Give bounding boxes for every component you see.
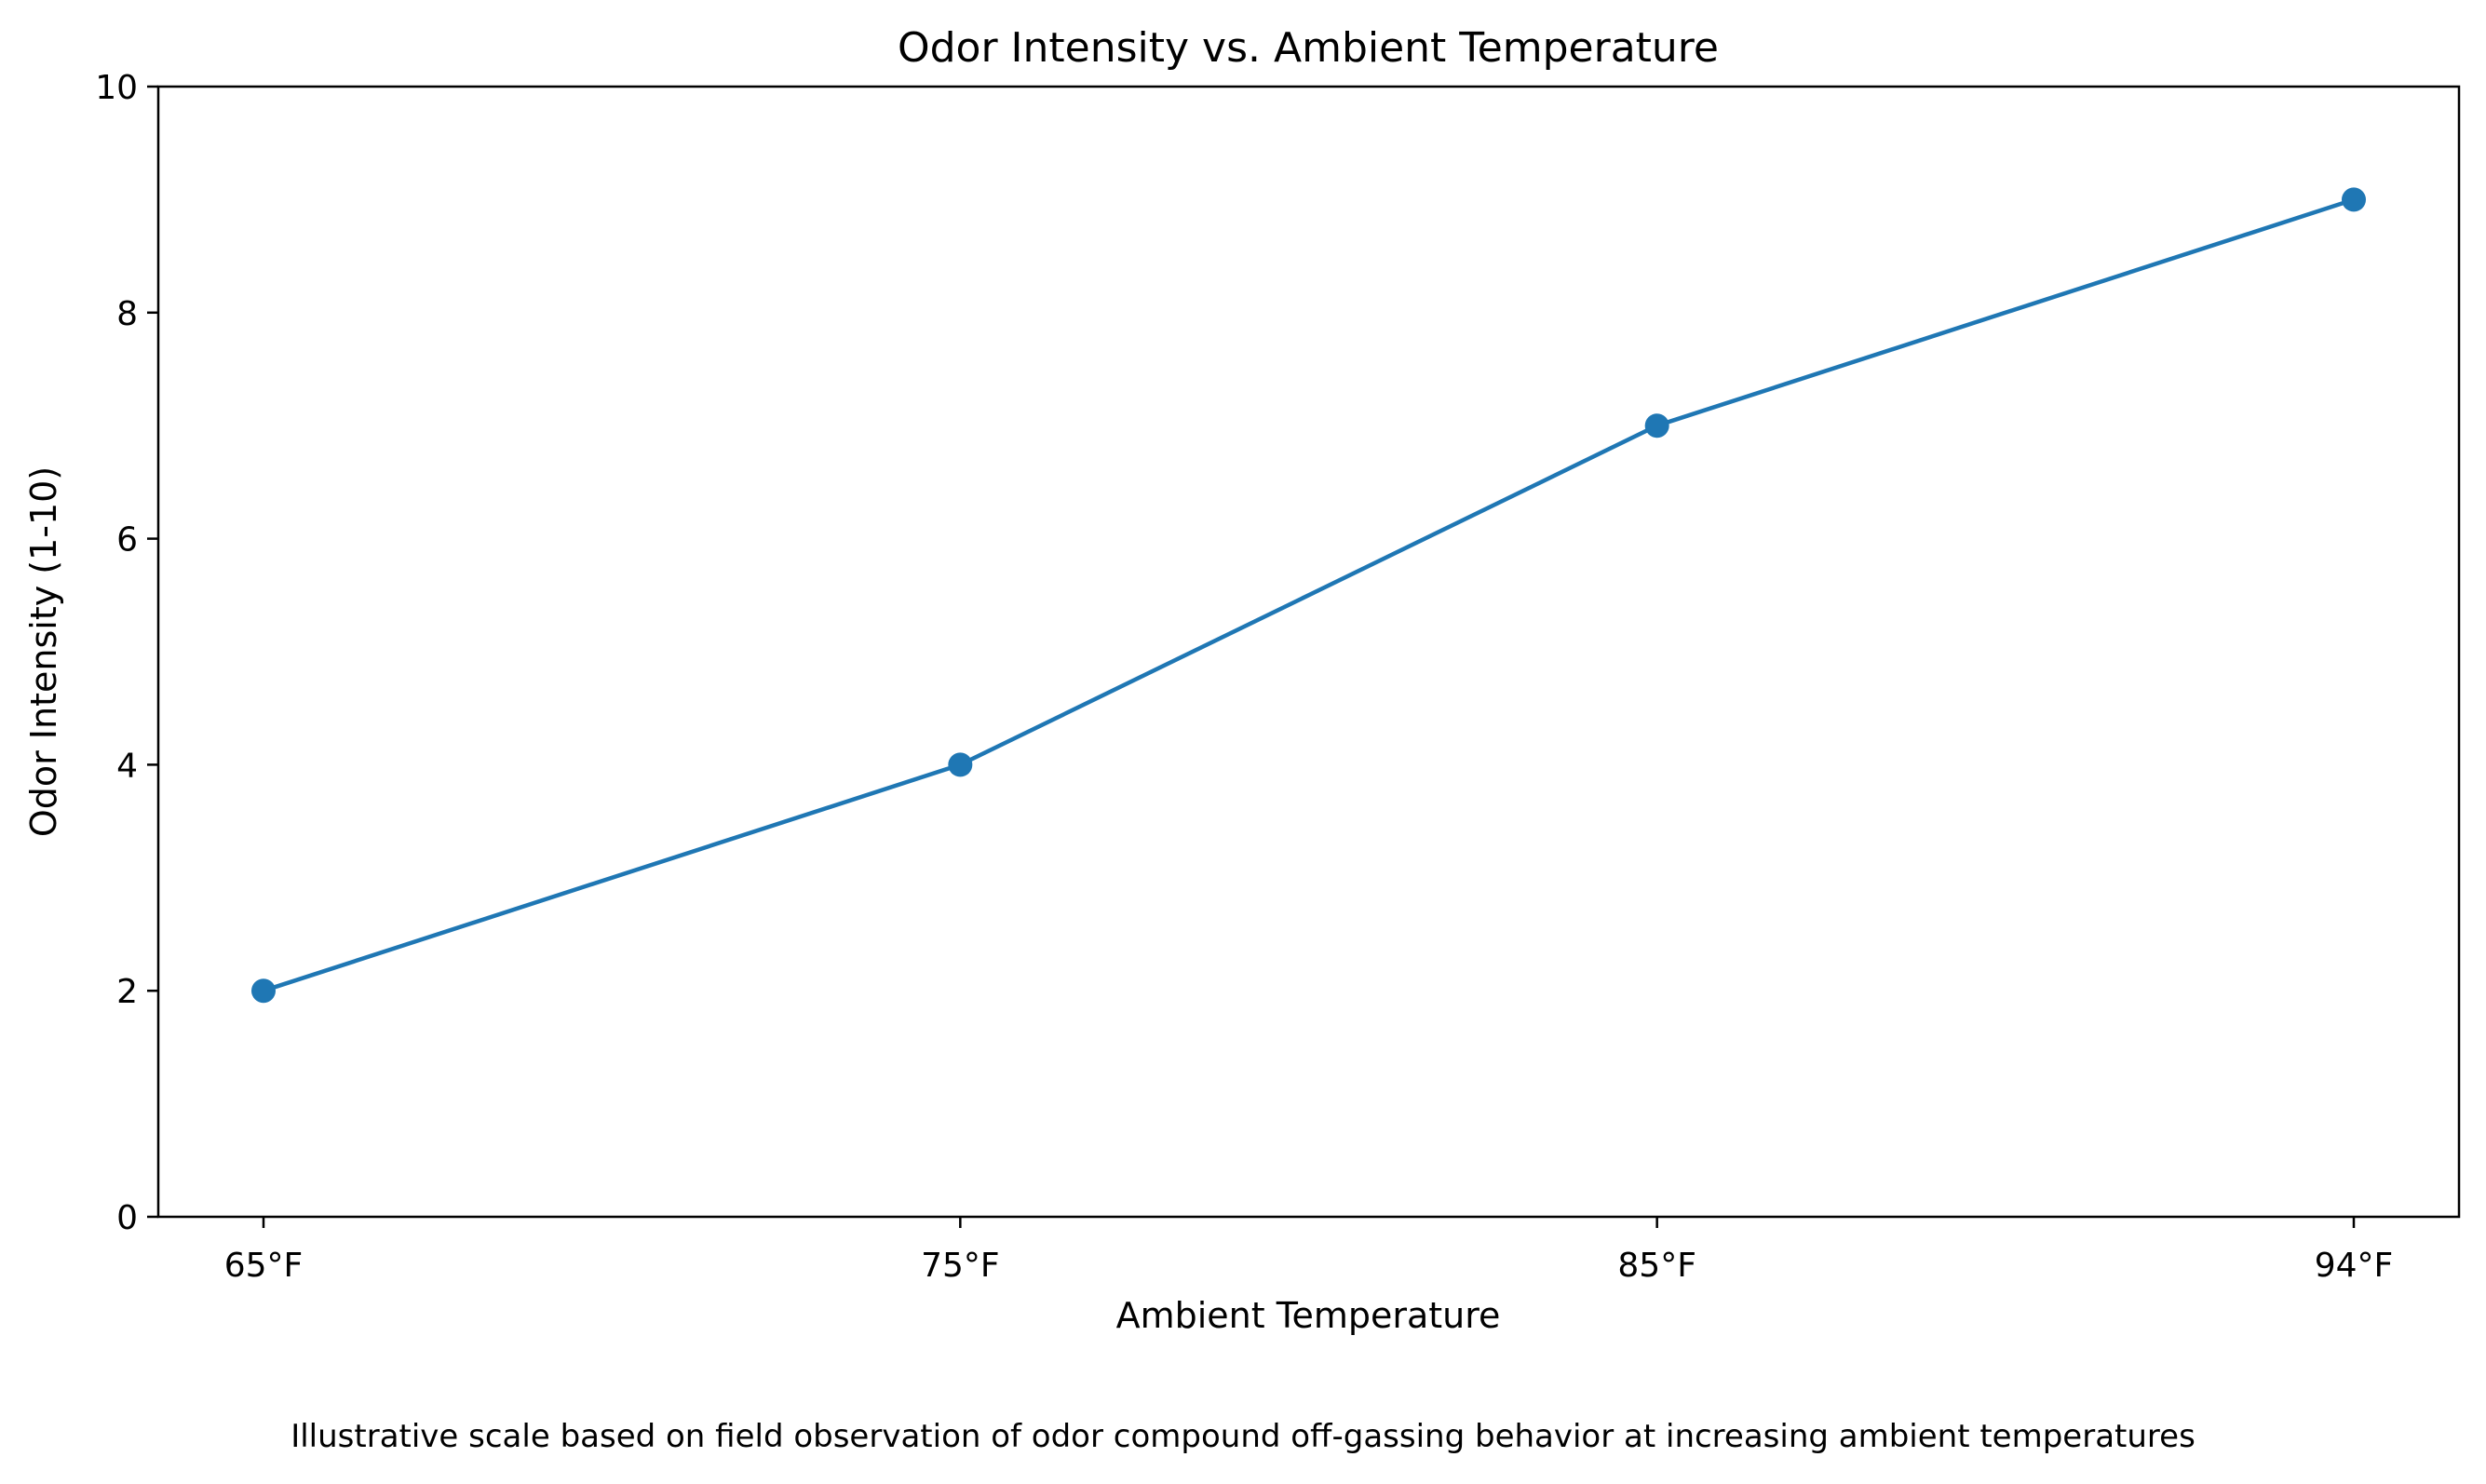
data-points: [251, 187, 2366, 1004]
x-tick-label: 65°F: [224, 1247, 304, 1285]
plot-frame: [156, 85, 2461, 1219]
data-point: [2342, 187, 2366, 212]
data-point: [948, 752, 973, 777]
y-tick-label: 4: [116, 747, 138, 785]
y-tick-label: 8: [116, 295, 138, 333]
y-tick-label: 6: [116, 521, 138, 560]
y-tick-label: 10: [95, 69, 138, 107]
chart-title: Odor Intensity vs. Ambient Temperature: [898, 24, 1719, 72]
y-axis-label: Odor Intensity (1-10): [23, 466, 64, 837]
x-tick-label: 75°F: [921, 1247, 1000, 1285]
x-axis-ticks: 65°F 75°F 85°F 94°F: [224, 1217, 2394, 1285]
data-point: [251, 978, 276, 1004]
chart-caption: Illustrative scale based on field observ…: [290, 1418, 2196, 1455]
x-axis-label: Ambient Temperature: [1116, 1295, 1501, 1336]
y-axis-ticks: 0 2 4 6 8 10: [95, 69, 158, 1237]
y-tick-label: 2: [116, 973, 138, 1011]
data-point: [1644, 413, 1669, 438]
plot-area: 0 2 4 6 8 10 65°F 75°F 85°F 94°F: [95, 69, 2461, 1285]
x-tick-label: 94°F: [2315, 1247, 2394, 1285]
series-line: [263, 197, 2355, 993]
x-tick-label: 85°F: [1617, 1247, 1696, 1285]
y-tick-label: 0: [116, 1199, 138, 1237]
